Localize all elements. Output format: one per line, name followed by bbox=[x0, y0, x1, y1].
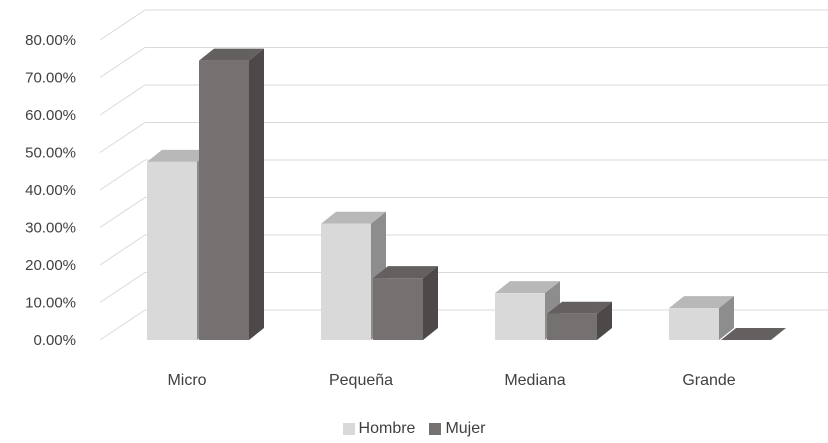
x-axis-categories: Micro Pequeña Mediana Grande bbox=[167, 372, 735, 389]
x-category-label: Micro bbox=[167, 372, 206, 389]
y-tick-label: 10.00% bbox=[25, 295, 76, 312]
bar-front-face bbox=[199, 60, 249, 340]
bar-front-face bbox=[321, 223, 371, 340]
y-tick-label: 80.00% bbox=[25, 32, 76, 49]
bar-side-face bbox=[423, 266, 438, 340]
legend: Hombre Mujer bbox=[0, 420, 828, 438]
bar-front-face bbox=[547, 313, 597, 340]
bar-top-face bbox=[147, 149, 212, 162]
bar-side-face bbox=[597, 301, 612, 340]
gridline-diagonal bbox=[99, 234, 146, 266]
y-tick-label: 60.00% bbox=[25, 107, 76, 124]
gridline-diagonal bbox=[99, 197, 146, 228]
legend-item-hombre: Hombre bbox=[342, 420, 416, 438]
y-axis-ticks: 0.00% 10.00% 20.00% 30.00% 40.00% 50.00% 60.00… bbox=[25, 32, 76, 349]
legend-swatch-mujer bbox=[429, 423, 442, 435]
bar-top-face bbox=[547, 301, 612, 314]
gridline-diagonal bbox=[99, 122, 146, 153]
bar-mujer-1 bbox=[373, 266, 438, 340]
bar-top-face bbox=[199, 48, 264, 61]
x-category-label: Grande bbox=[682, 372, 735, 389]
legend-label-hombre: Hombre bbox=[358, 420, 416, 437]
x-category-label: Mediana bbox=[504, 372, 565, 389]
bar-top-face bbox=[721, 328, 786, 340]
y-tick-label: 40.00% bbox=[25, 182, 76, 199]
bar-side-face bbox=[249, 48, 264, 340]
gridline-diagonal bbox=[99, 309, 146, 341]
y-tick-label: 0.00% bbox=[33, 332, 76, 349]
bar-mujer-2 bbox=[547, 301, 612, 340]
y-tick-label: 20.00% bbox=[25, 257, 76, 274]
gridline-diagonal bbox=[99, 9, 146, 41]
gridline-diagonal bbox=[99, 47, 146, 78]
legend-label-mujer: Mujer bbox=[445, 420, 486, 437]
bar-hombre-3 bbox=[669, 296, 734, 340]
gridline-diagonal bbox=[99, 159, 146, 191]
gridline-diagonal bbox=[99, 272, 146, 303]
x-category-label: Pequeña bbox=[329, 372, 393, 389]
bars bbox=[147, 48, 786, 340]
bar-front-face bbox=[147, 161, 197, 340]
bar-front-face bbox=[373, 278, 423, 340]
bar-mujer-0 bbox=[199, 48, 264, 340]
y-tick-label: 30.00% bbox=[25, 220, 76, 237]
bar-top-face bbox=[321, 211, 386, 224]
bar-top-face bbox=[495, 281, 560, 294]
bar-top-face bbox=[373, 266, 438, 279]
bar-mujer-3 bbox=[721, 328, 786, 340]
bar-side-face bbox=[719, 296, 734, 340]
y-tick-label: 50.00% bbox=[25, 145, 76, 162]
y-tick-label: 70.00% bbox=[25, 70, 76, 87]
legend-swatch-hombre bbox=[342, 423, 355, 435]
legend-item-mujer: Mujer bbox=[429, 420, 485, 438]
gridline-diagonal bbox=[99, 84, 146, 116]
bar-top-face bbox=[669, 296, 734, 309]
bar-front-face bbox=[669, 308, 719, 340]
bar-front-face bbox=[495, 293, 545, 340]
